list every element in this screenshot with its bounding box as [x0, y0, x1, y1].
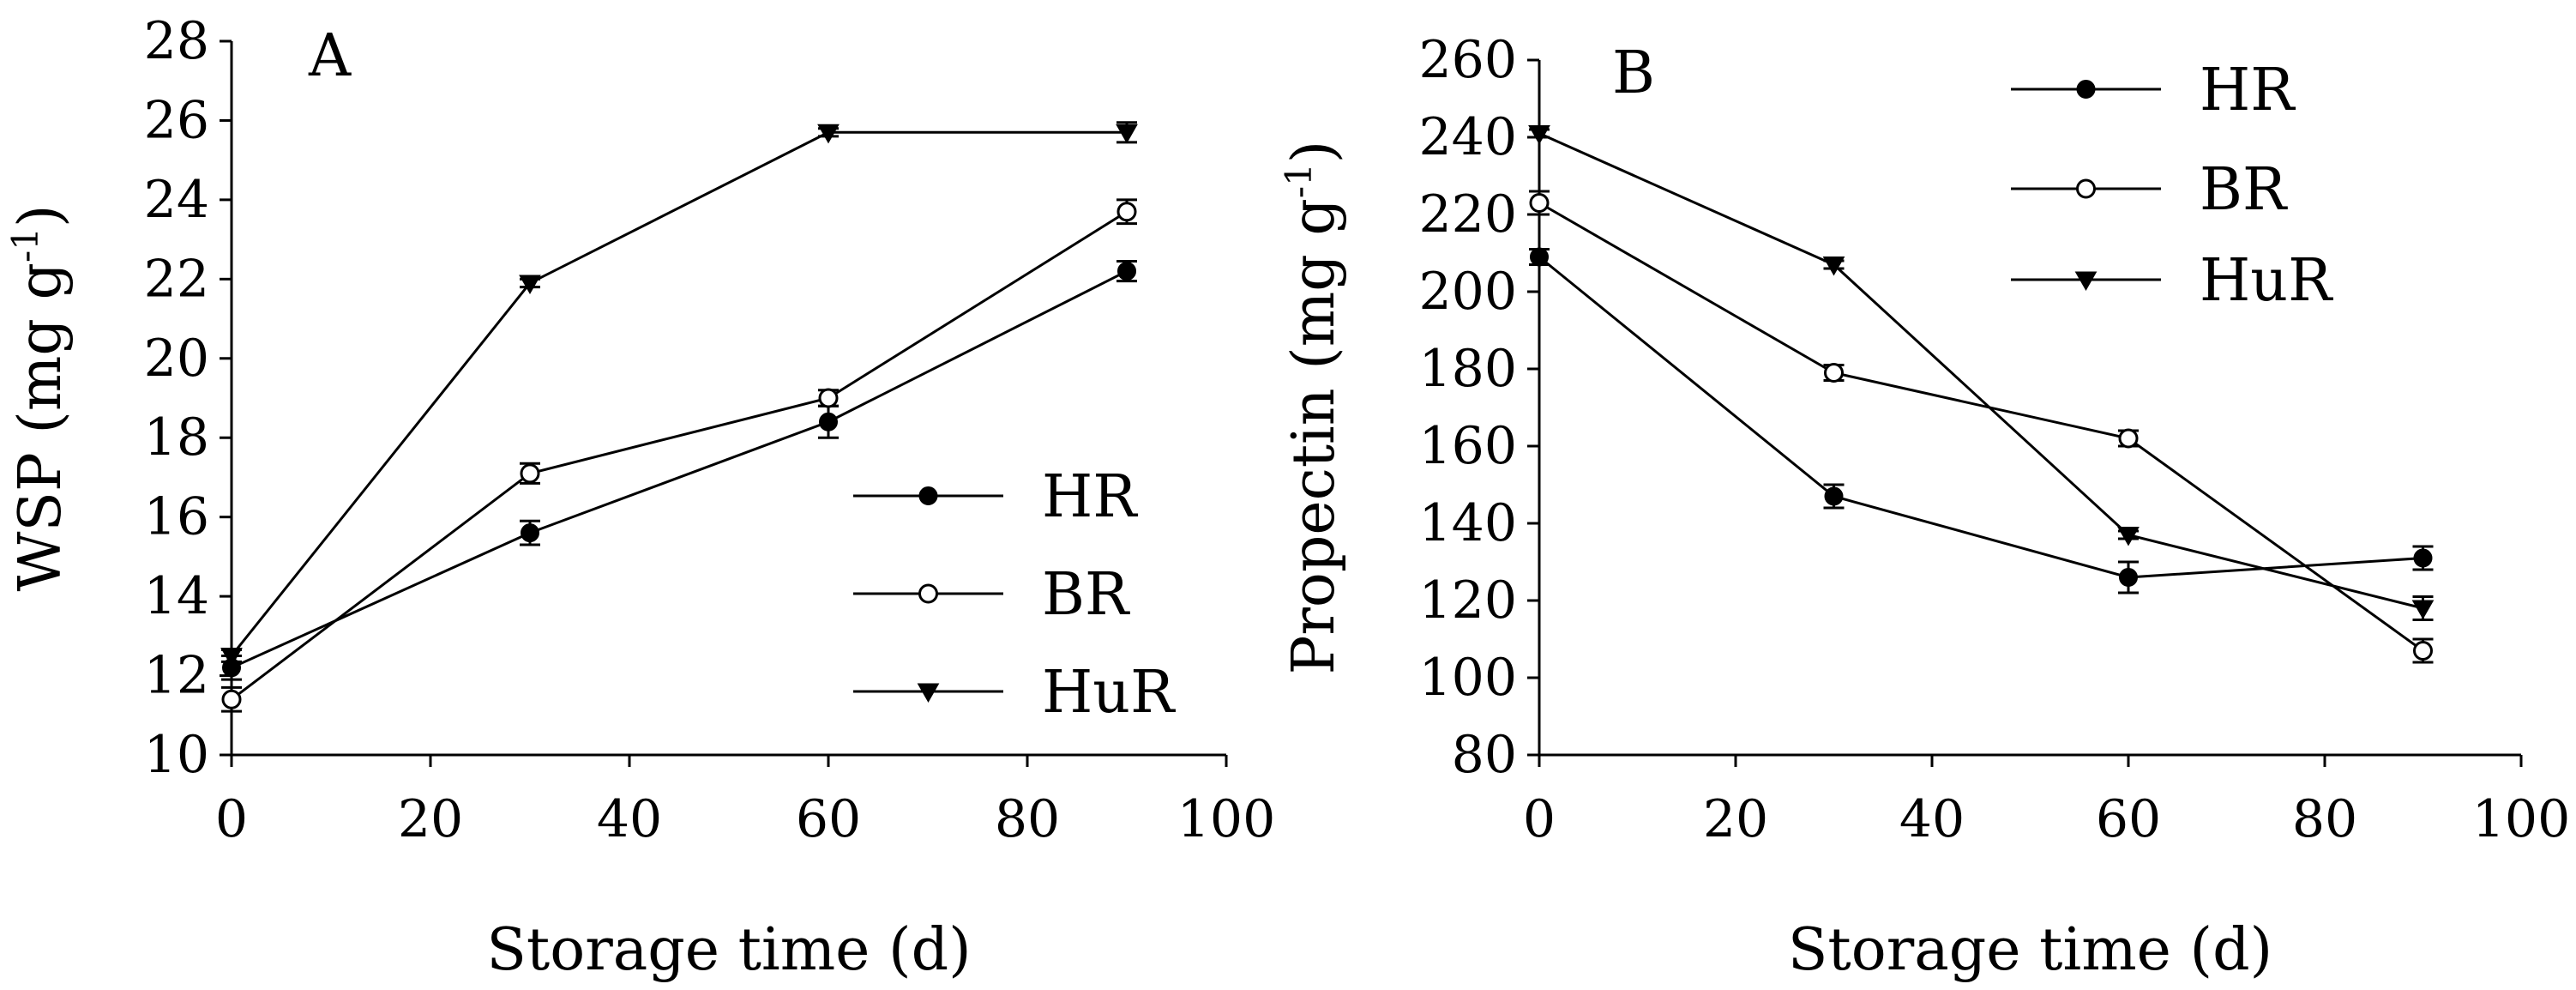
series-line-br [1538, 202, 2424, 652]
legend-item-br-a: BR [853, 561, 1130, 629]
y-tick-label-a: 12 [144, 646, 209, 706]
data-point-hur [519, 275, 541, 294]
data-point-hur [2411, 600, 2435, 620]
y-tick-label-a: 14 [144, 566, 209, 626]
data-point-hr [521, 523, 539, 543]
series-hur-a [220, 121, 1138, 667]
y-tick-label-b: 100 [1418, 648, 1517, 708]
panel-label-a: A [308, 22, 352, 90]
legend-label-hur: HuR [1042, 659, 1176, 727]
legend-item-hur-b: HuR [2011, 247, 2333, 315]
y-tick-label-a: 26 [144, 90, 209, 150]
data-point-hr [819, 412, 838, 432]
legend-item-br-b: BR [2011, 156, 2288, 224]
y-tick-label-b: 260 [1418, 30, 1517, 90]
x-axis-title-b: Storage time (d) [1788, 916, 2272, 984]
x-tick-label-b: 20 [1703, 789, 1768, 849]
x-axis-title-a: Storage time (d) [486, 916, 971, 984]
y-tick-label-a: 24 [144, 170, 209, 230]
x-tick-label-a: 80 [995, 789, 1060, 849]
data-point-br [2118, 428, 2139, 449]
y-tick-label-b: 240 [1418, 107, 1517, 167]
data-point-hur [1822, 257, 1845, 276]
legend-item-hur-a: HuR [853, 659, 1176, 727]
y-tick-label-a: 10 [144, 725, 209, 785]
y-tick-label-a: 20 [144, 329, 209, 389]
series-line-hr [231, 269, 1128, 669]
panel-label-b: B [1612, 39, 1655, 107]
panel-a-wsp-chart: 10 12 14 16 18 20 22 24 26 28 0 20 40 60 80 100 Storage … [4, 11, 1275, 984]
legend-label-hr: HR [2200, 57, 2296, 124]
series-hur-b [1528, 125, 2435, 621]
y-tick-label-a: 22 [144, 249, 209, 309]
series-line-hur [1538, 132, 2423, 610]
y-tick-label-a: 28 [144, 11, 209, 71]
x-tick-label-b: 80 [2292, 789, 2357, 849]
panel-b-propectin-chart: 80 100 120 140 160 180 200 220 240 260 0 20 40 60 80 10… [1278, 30, 2570, 984]
legend-marker-br [2076, 178, 2096, 199]
data-point-br [1824, 363, 1844, 383]
data-point-br [2413, 641, 2433, 661]
data-point-br [818, 388, 839, 408]
data-point-hr [1824, 486, 1844, 506]
x-tick-label-a: 100 [1177, 789, 1276, 849]
x-tick-label-b: 100 [2472, 789, 2571, 849]
legend-marker-hur [2074, 271, 2098, 292]
data-point-br [1116, 202, 1137, 222]
y-tick-label-b: 80 [1452, 725, 1517, 785]
data-point-hr [2119, 568, 2138, 587]
data-point-hur [1528, 125, 1550, 145]
data-point-hur [817, 124, 840, 144]
x-tick-label-b: 40 [1899, 789, 1965, 849]
series-line-hur [230, 130, 1127, 657]
legend-label-hr: HR [1042, 463, 1138, 531]
data-point-hr [1530, 247, 1549, 267]
legend-item-hr-a: HR [853, 463, 1138, 531]
data-point-br [221, 689, 242, 709]
y-tick-label-b: 140 [1418, 493, 1517, 553]
y-axis-title-b: Propectin (mg g-1) [1278, 141, 1348, 675]
legend-marker-hr [2076, 80, 2096, 99]
data-point-br [520, 463, 540, 484]
y-tick-label-b: 180 [1418, 339, 1517, 399]
x-tick-label-a: 0 [215, 789, 248, 849]
series-hr-b [1529, 247, 2434, 595]
y-tick-label-b: 200 [1418, 262, 1517, 322]
y-tick-label-b: 120 [1418, 570, 1517, 631]
series-line-hr [1538, 256, 2423, 579]
legend-item-hr-b: HR [2011, 57, 2296, 124]
legend-marker-hr [918, 486, 938, 505]
x-tick-label-a: 60 [796, 789, 861, 849]
y-axis-title-a: WSP (mg g-1) [4, 205, 75, 592]
series-br-b [1529, 190, 2434, 664]
legend-label-br: BR [2200, 156, 2288, 224]
legend-label-br: BR [1042, 561, 1130, 629]
series-hr-a [221, 260, 1137, 681]
data-point-hur [220, 647, 243, 667]
data-point-hur [1116, 124, 1138, 144]
legend-marker-br [918, 583, 938, 604]
legend-label-hur: HuR [2200, 247, 2333, 315]
x-tick-label-b: 0 [1523, 789, 1556, 849]
x-tick-label-a: 40 [597, 789, 662, 849]
y-tick-label-a: 18 [144, 407, 209, 468]
y-tick-label-b: 160 [1418, 416, 1517, 476]
data-point-hr [2413, 548, 2433, 568]
series-br-a [221, 198, 1137, 713]
y-tick-label-a: 16 [144, 487, 209, 547]
y-tick-label-b: 220 [1418, 184, 1517, 244]
data-point-hr [1117, 262, 1136, 281]
x-tick-label-a: 20 [398, 789, 463, 849]
series-line-br [231, 210, 1128, 701]
x-tick-label-b: 60 [2096, 789, 2161, 849]
data-point-hur [2117, 527, 2140, 546]
legend-marker-hur [917, 683, 940, 703]
data-point-br [1529, 193, 1550, 213]
